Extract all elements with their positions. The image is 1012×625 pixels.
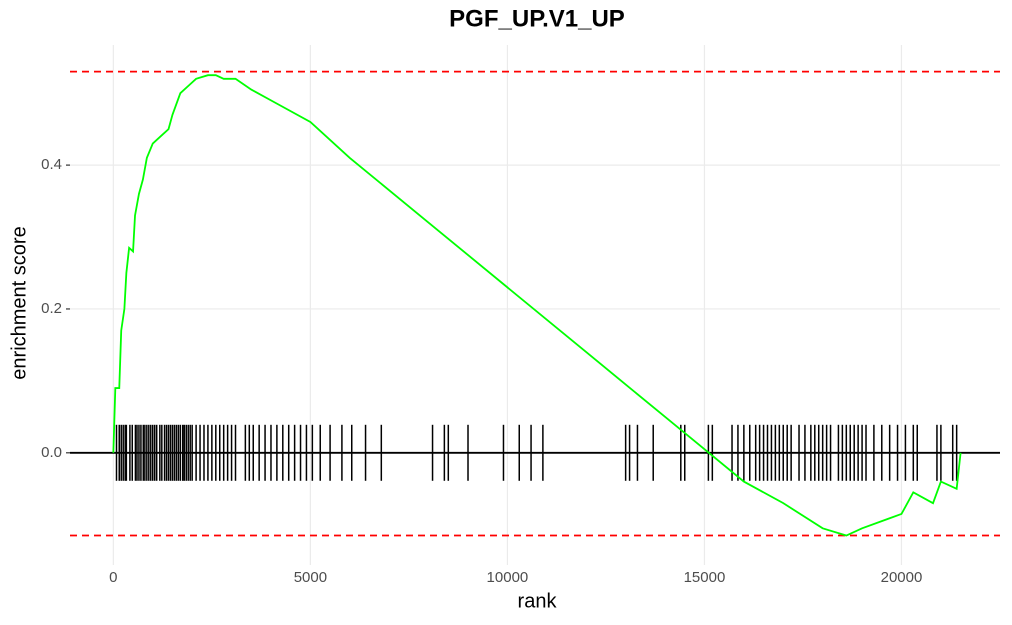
x-tick-label: 20000 (881, 569, 923, 586)
enrichment-line (112, 74, 962, 537)
y-tick-label: 0.0 (41, 444, 62, 461)
x-tick-label: 15000 (684, 569, 726, 586)
chart-title: PGF_UP.V1_UP (449, 5, 625, 32)
x-tick-label: 5000 (294, 569, 327, 586)
x-tick-label: 0 (109, 569, 117, 586)
y-tick-label: 0.2 (41, 300, 62, 317)
x-tick-label: 10000 (487, 569, 529, 586)
y-axis-label: enrichment score (8, 226, 30, 379)
y-tick-label: 0.4 (41, 156, 62, 173)
x-axis-label: rank (518, 590, 558, 612)
